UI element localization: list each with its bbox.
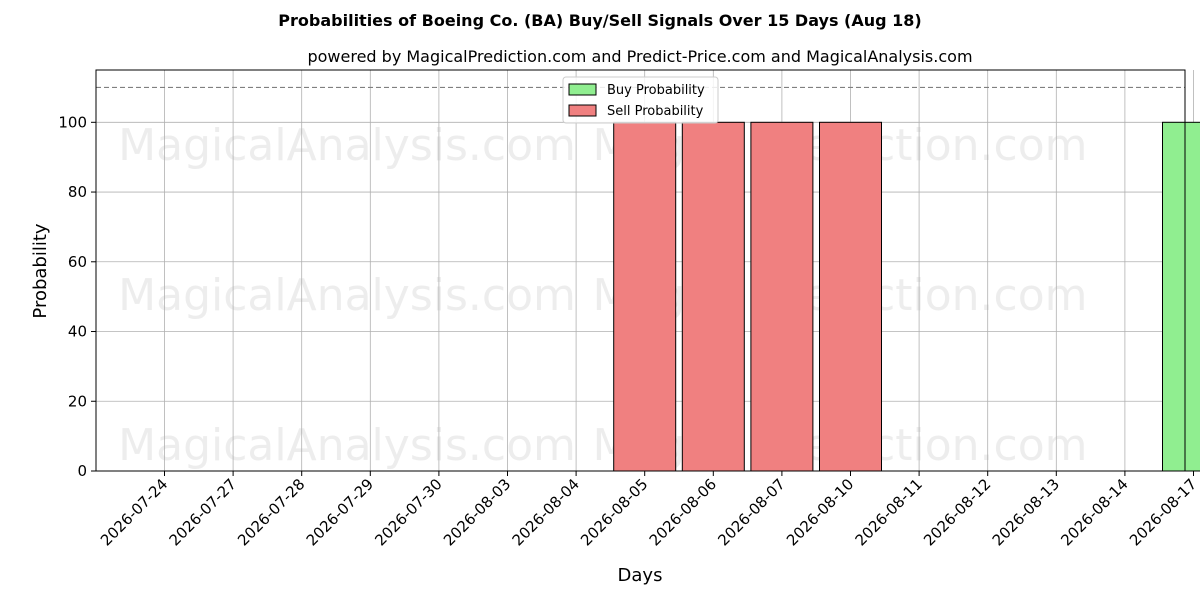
sell-bar (750, 121, 814, 472)
y-tick-label: 60 (68, 253, 87, 271)
x-tick-label: 2026-08-11 (852, 475, 926, 549)
x-axis-label: Days (618, 565, 663, 586)
y-tick-label: 100 (58, 113, 87, 131)
legend-label: Sell Probability (607, 104, 704, 119)
x-tick-label: 2026-07-29 (303, 475, 377, 549)
legend-swatch (568, 104, 597, 117)
x-tick-label: 2026-08-17 (1126, 475, 1200, 549)
x-tick-label: 2026-07-24 (97, 475, 171, 549)
x-tick-label: 2026-08-13 (989, 475, 1063, 549)
chart-subtitle: powered by MagicalPrediction.com and Pre… (307, 47, 972, 66)
legend-swatch (568, 83, 597, 96)
x-ticks: 2026-07-242026-07-272026-07-282026-07-29… (97, 471, 1200, 549)
watermark-text: MagicalAnalysis.com (118, 120, 576, 171)
x-tick-label: 2026-07-30 (371, 475, 445, 549)
x-tick-label: 2026-07-28 (234, 475, 308, 549)
x-tick-label: 2026-08-03 (440, 475, 514, 549)
y-ticks: 0 20 40 60 80 100 (58, 113, 96, 480)
x-tick-label: 2026-08-07 (714, 475, 788, 549)
y-tick-label: 40 (68, 323, 87, 341)
sell-bar (613, 121, 677, 472)
x-tick-label: 2026-08-14 (1057, 475, 1131, 549)
x-tick-label: 2026-08-05 (577, 475, 651, 549)
x-tick-label: 2026-08-10 (783, 475, 857, 549)
x-tick-label: 2026-08-04 (509, 475, 583, 549)
chart-title: Probabilities of Boeing Co. (BA) Buy/Sel… (278, 11, 921, 30)
sell-bar (681, 121, 745, 472)
y-tick-label: 80 (68, 183, 87, 201)
plot-frame (95, 69, 1186, 472)
sell-bar (819, 121, 882, 472)
buy-bar (1162, 121, 1200, 472)
legend-label: Buy Probability (607, 83, 705, 98)
watermark-text: MagicalAnalysis.com (118, 420, 576, 471)
legend: Buy Probability Sell Probability (562, 76, 719, 124)
x-tick-label: 2026-07-27 (166, 475, 240, 549)
x-tick-label: 2026-08-12 (920, 475, 994, 549)
y-axis-label: Probability (30, 223, 51, 318)
y-tick-label: 0 (77, 462, 87, 480)
legend-box (562, 76, 719, 124)
watermarks: MagicalAnalysis.comMagicalPrediction.com… (118, 120, 1087, 471)
x-tick-label: 2026-08-06 (646, 475, 720, 549)
watermark-text: MagicalAnalysis.com (118, 270, 576, 321)
bars (613, 121, 1200, 472)
y-tick-label: 20 (68, 392, 87, 410)
